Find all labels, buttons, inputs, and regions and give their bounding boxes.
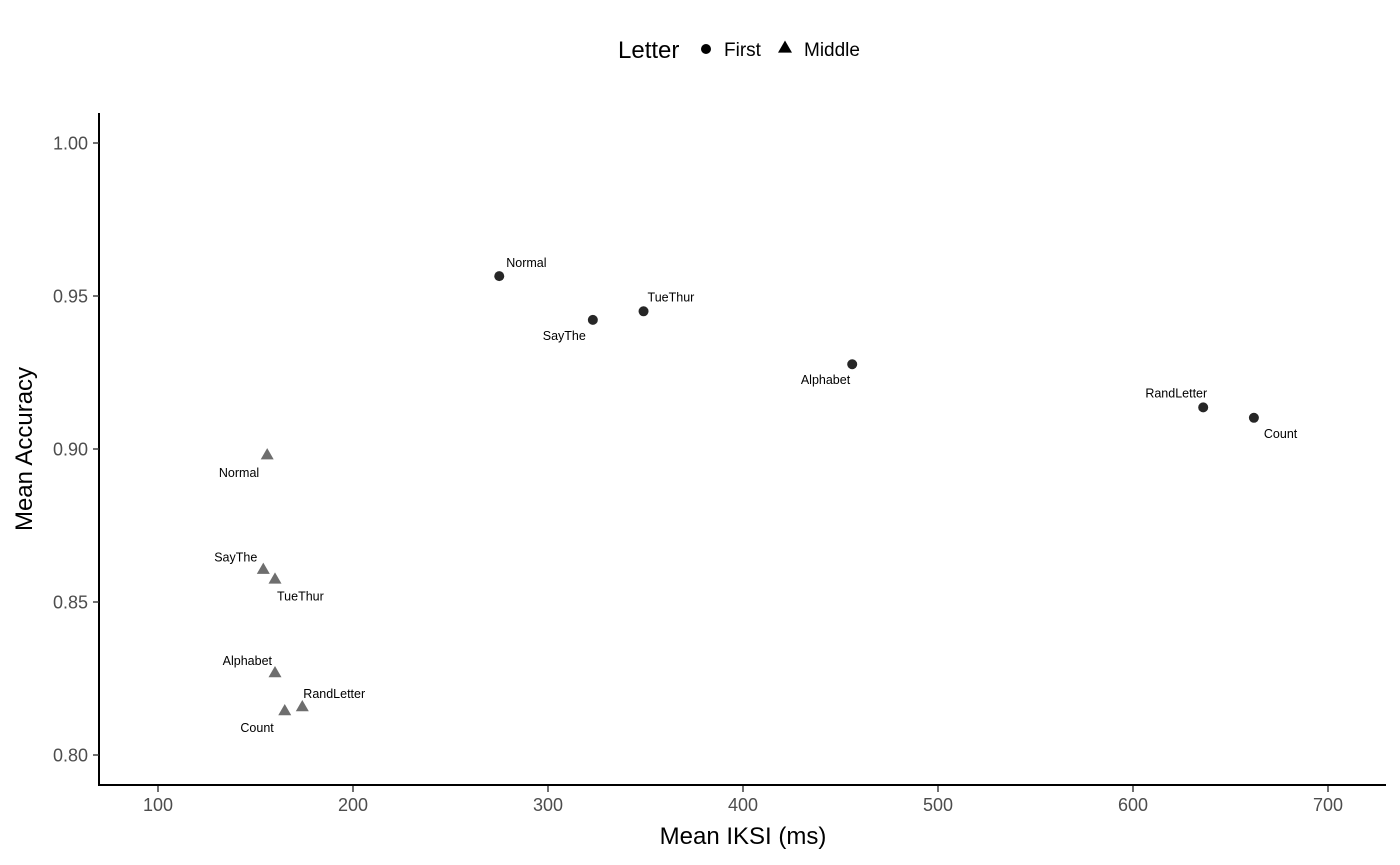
legend-entry-first: First — [701, 40, 762, 61]
legend-triangle-marker — [778, 40, 792, 53]
label-first-count: Count — [1264, 427, 1298, 441]
legend-entry-middle: Middle — [778, 40, 860, 61]
point-first-saythe — [587, 314, 598, 325]
y-tick-label: 0.95 — [53, 287, 88, 307]
label-first-saythe: SayThe — [543, 329, 586, 343]
label-first-tuethur: TueThur — [648, 290, 695, 304]
y-tick-label: 0.80 — [53, 746, 88, 766]
x-tick-label: 600 — [1118, 795, 1148, 815]
point-middle-count — [278, 703, 292, 716]
point-middle-normal — [260, 448, 274, 460]
y-tick-label: 1.00 — [53, 134, 88, 154]
y-tick-label: 0.90 — [53, 440, 88, 460]
legend-entries: First Middle — [701, 40, 860, 61]
x-tick-label: 500 — [923, 795, 953, 815]
point-labels: Normal SayThe TueThur Alphabet RandLetter Cou… — [214, 256, 1298, 735]
legend: Letter First Middle — [618, 37, 860, 64]
x-tick-label: 400 — [728, 795, 758, 815]
y-tick-label: 0.85 — [53, 593, 88, 613]
point-middle-saythe — [256, 562, 270, 574]
label-first-randletter: RandLetter — [1145, 386, 1207, 400]
point-first-tuethur — [638, 306, 649, 317]
point-first-alphabet — [847, 359, 858, 370]
point-first-count — [1248, 412, 1259, 423]
label-middle-randletter: RandLetter — [303, 687, 365, 701]
y-axis-title: Mean Accuracy — [11, 367, 38, 531]
label-first-normal: Normal — [506, 256, 546, 270]
x-axis-ticks: 100 200 300 400 500 600 700 — [143, 786, 1343, 815]
legend-label: Middle — [804, 40, 860, 61]
x-tick-label: 200 — [338, 795, 368, 815]
data-points — [256, 271, 1259, 716]
plot-area: 100 200 300 400 500 600 700 0.80 0.85 0.90 0.95 1.… — [53, 113, 1386, 815]
label-middle-tuethur: TueThur — [277, 589, 324, 603]
x-tick-label: 300 — [533, 795, 563, 815]
label-middle-count: Count — [240, 721, 274, 735]
label-middle-normal: Normal — [219, 466, 259, 480]
legend-label: First — [724, 40, 762, 61]
label-middle-alphabet: Alphabet — [223, 654, 273, 668]
x-axis-title: Mean IKSI (ms) — [660, 823, 827, 850]
label-middle-saythe: SayThe — [214, 551, 257, 565]
legend-title: Letter — [618, 37, 679, 64]
x-tick-label: 100 — [143, 795, 173, 815]
point-middle-alphabet — [268, 666, 282, 678]
point-middle-randletter — [295, 699, 309, 712]
legend-circle-marker — [701, 44, 711, 54]
point-first-normal — [494, 271, 505, 282]
point-first-randletter — [1198, 402, 1209, 413]
label-first-alphabet: Alphabet — [801, 373, 851, 387]
x-tick-label: 700 — [1313, 795, 1343, 815]
point-middle-tuethur — [268, 572, 282, 584]
y-axis-ticks: 0.80 0.85 0.90 0.95 1.00 — [53, 134, 99, 766]
